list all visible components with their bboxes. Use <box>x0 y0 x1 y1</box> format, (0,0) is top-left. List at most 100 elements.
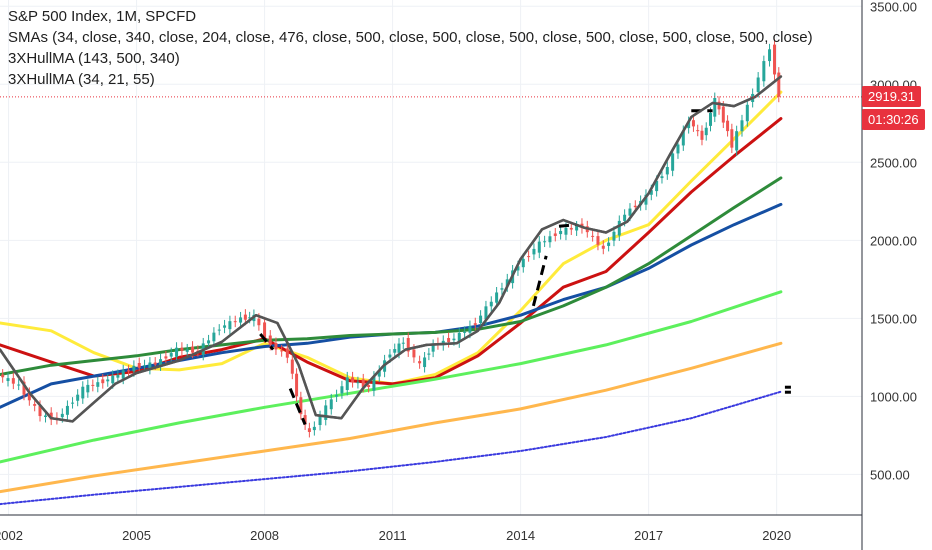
hull-segment <box>259 333 275 351</box>
candle-body <box>777 72 781 97</box>
candle-body <box>324 405 328 420</box>
candle-body <box>762 61 766 82</box>
hull-segment <box>288 388 307 426</box>
series-line <box>0 390 782 506</box>
candle-body <box>671 153 675 171</box>
candle-body <box>393 349 397 353</box>
candle-body <box>86 384 90 393</box>
candle-body <box>44 415 48 417</box>
candle-body <box>412 349 416 358</box>
candle-body <box>713 98 717 117</box>
candle-body <box>537 241 541 253</box>
candle-body <box>91 384 95 386</box>
hull-gray-line <box>0 75 782 423</box>
candle-body <box>756 77 760 93</box>
y-tick-label: 1500.00 <box>870 311 917 326</box>
candle-body <box>397 343 401 353</box>
candle-body <box>6 378 10 382</box>
candle-body <box>185 349 189 352</box>
candle-body <box>132 365 136 372</box>
candle-body <box>773 44 777 75</box>
candle-body <box>280 350 284 352</box>
series-line <box>0 90 783 386</box>
y-tick-label: 2000.00 <box>870 233 917 248</box>
y-tick-label: 500.00 <box>870 467 910 482</box>
candle-body <box>121 370 125 379</box>
candle-body <box>649 190 653 195</box>
candle-body <box>290 359 294 374</box>
series-line <box>0 117 783 386</box>
candle-body <box>169 353 173 357</box>
candle-body <box>388 354 392 358</box>
candle-body <box>665 166 669 175</box>
candle-body <box>468 326 472 333</box>
candle-body <box>101 379 105 384</box>
candle-body <box>345 377 349 390</box>
candle-body <box>127 370 131 372</box>
candle-body <box>532 248 536 255</box>
candle-body <box>106 379 110 382</box>
x-tick-label: 2008 <box>250 528 279 543</box>
candle-body <box>49 412 53 420</box>
candle-body <box>601 245 605 249</box>
candle-body <box>159 359 163 366</box>
candle-body <box>361 379 365 387</box>
time-axis[interactable]: 2002 2005 2008 2011 2014 2017 2020 <box>0 514 862 543</box>
hull-segment <box>558 223 577 228</box>
candle-body <box>96 382 100 387</box>
candle-body <box>726 120 730 132</box>
legend-sma-study[interactable]: SMAs (34, close, 340, close, 204, close,… <box>8 29 813 46</box>
chart-grid <box>0 0 862 515</box>
plot-area <box>0 39 862 506</box>
candle-body <box>164 356 168 359</box>
candle-body <box>452 338 456 341</box>
x-tick-label: 2014 <box>506 528 535 543</box>
candle-body <box>495 292 499 303</box>
candle-body <box>351 377 355 383</box>
x-tick-label: 2017 <box>634 528 663 543</box>
candle-body <box>628 208 632 216</box>
price-axis[interactable]: 3500.003000.002500.002000.001500.001000.… <box>861 0 917 550</box>
candle-body <box>329 399 333 410</box>
candle-body <box>268 335 272 345</box>
candle-body <box>153 362 157 365</box>
candle-body <box>65 405 69 415</box>
legend-hull-study-2[interactable]: 3XHullMA (34, 21, 55) <box>8 71 155 88</box>
legend-title[interactable]: S&P 500 Index, 1M, SPCFD <box>8 8 197 25</box>
candle-body <box>696 130 700 132</box>
candle-body <box>372 376 376 391</box>
candle-body <box>71 402 75 404</box>
candle-body <box>687 122 691 129</box>
candle-body <box>489 301 493 307</box>
y-tick-label: 2500.00 <box>870 155 917 170</box>
candle-body <box>596 236 600 245</box>
x-tick-label: 2002 <box>0 528 23 543</box>
candle-body <box>223 325 227 328</box>
candle-body <box>1 374 5 378</box>
y-tick-label: 3500.00 <box>870 0 917 14</box>
candle-body <box>38 405 42 417</box>
candle-body <box>243 314 247 320</box>
candle-body <box>303 415 307 425</box>
candle-body <box>740 120 744 132</box>
candle-body <box>423 357 427 368</box>
candle-body <box>676 144 680 154</box>
candle-body <box>704 127 708 136</box>
candle-body <box>401 342 405 344</box>
candle-body <box>318 416 322 426</box>
candle-body <box>11 378 15 384</box>
candle-body <box>521 258 525 268</box>
candle-body <box>263 322 267 338</box>
candle-body <box>505 279 509 287</box>
candle-body <box>285 348 289 358</box>
bar-countdown-tag: 01:30:26 <box>862 109 925 130</box>
candle-body <box>248 317 252 319</box>
candle-body <box>295 373 299 397</box>
legend-hull-study-1[interactable]: 3XHullMA (143, 500, 340) <box>8 50 180 67</box>
candle-body <box>143 365 147 367</box>
series-line <box>0 290 783 464</box>
candle-body <box>307 428 311 432</box>
marker-top <box>784 385 791 389</box>
candle-body <box>27 392 31 401</box>
